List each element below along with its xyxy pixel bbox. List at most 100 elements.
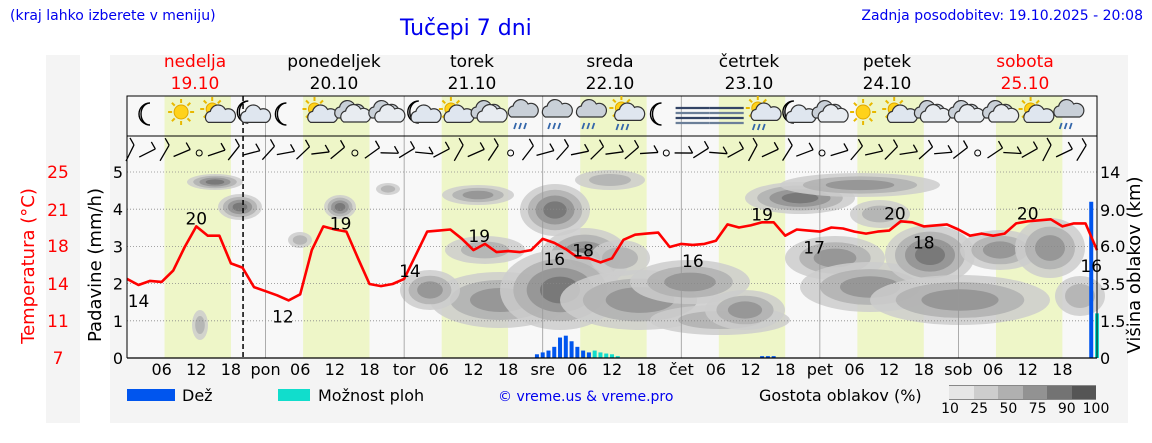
cloud-blob: [921, 289, 999, 311]
shower-bar: [604, 353, 609, 358]
wind-barb: [605, 144, 624, 155]
moon-shape: [138, 102, 151, 126]
barb-shaft: [987, 147, 1003, 159]
day-name: petek: [862, 52, 912, 72]
side-panel: [46, 55, 80, 423]
cloud-icon: [334, 99, 372, 123]
temperature-series: 14 20 12 19 14 19 16 18 16 19 17 20 18 20 16: [126, 204, 1102, 327]
shower-bar: [615, 356, 620, 358]
density-swatch: [1047, 385, 1072, 400]
x-tick-label: 12: [740, 360, 760, 379]
moon-shape: [274, 102, 287, 126]
barb-shaft: [521, 145, 534, 161]
moon-cloud-icon: [236, 100, 272, 124]
sun-cloud-icon: [302, 97, 339, 123]
calm-marker: [818, 149, 826, 157]
temperature-line: [126, 218, 1099, 302]
barb-shaft: [934, 151, 953, 155]
wind-barb: [207, 142, 226, 157]
calm-marker: [507, 149, 515, 157]
day-date: 21.10: [447, 74, 497, 94]
cloud-blob: [1065, 284, 1095, 308]
sun-ray: [626, 98, 631, 104]
day-date: 19.10: [170, 74, 220, 94]
shower-bar: [592, 350, 597, 358]
barb-flag: [1046, 137, 1052, 146]
barb-flag: [618, 144, 624, 153]
sun-ray: [186, 102, 191, 107]
precip-tick-label: 2: [113, 275, 123, 294]
credit-link[interactable]: © vreme.us & vreme.pro: [498, 389, 674, 405]
density-swatch: [1022, 385, 1047, 400]
rain-drop: [581, 122, 586, 130]
rain-bar: [558, 337, 563, 358]
temperature-label: 19: [751, 205, 773, 225]
day-name: sobota: [996, 52, 1054, 72]
precip-tick-label: 5: [113, 163, 123, 182]
barb-shaft: [311, 151, 330, 155]
rain-bar: [586, 352, 591, 358]
rain-bar: [540, 352, 545, 358]
barb-shaft: [692, 147, 709, 159]
x-tick-label: 06: [983, 360, 1003, 379]
cloud-blob: [813, 248, 857, 268]
rain-drop: [557, 122, 562, 130]
wind-barb: [796, 142, 814, 157]
barb-shaft: [159, 144, 170, 162]
rain-legend-label: Dež: [182, 386, 213, 405]
barb-shaft: [415, 151, 434, 155]
barb-shaft: [709, 151, 728, 155]
temp-tick-label: 11: [47, 312, 69, 332]
cloud-icon: [947, 99, 986, 123]
rain-bar: [581, 350, 586, 358]
wind-barb: [570, 143, 590, 156]
barb-flag: [304, 139, 311, 148]
wind-barb: [1021, 141, 1038, 159]
barb-shaft: [624, 146, 639, 160]
rain-bar: [534, 354, 539, 358]
barb-shaft: [782, 145, 793, 161]
cloud-height-tick-label: 0: [1100, 349, 1110, 368]
sun-ray: [217, 99, 222, 105]
region-hint[interactable]: (kraj lahko izberete v meniju): [10, 8, 216, 24]
barb-shaft: [747, 144, 758, 162]
day-date: 24.10: [862, 74, 912, 94]
wind-barb: [227, 138, 240, 161]
rain-icon: [507, 98, 539, 130]
x-tick-label: sre: [531, 360, 555, 379]
barb-flag: [150, 141, 156, 150]
precip-tick-label: 0: [113, 349, 123, 368]
wind-barb: [159, 137, 170, 162]
barb-shaft: [850, 145, 863, 161]
cloud-shape: [204, 104, 237, 123]
x-tick-label: čet: [669, 360, 694, 379]
wind-barb: [398, 140, 416, 159]
wind-barb: [195, 149, 203, 157]
day-date: 20.10: [309, 74, 359, 94]
cloud-shape: [750, 102, 782, 121]
rain-icon: [1053, 98, 1085, 130]
barb-shaft: [830, 149, 849, 157]
update-timestamp: Zadnja posodobitev: 19.10.2025 - 20:08: [861, 8, 1143, 24]
x-tick-label: 18: [498, 360, 518, 379]
x-tick-label: 18: [914, 360, 934, 379]
density-level-label: 10: [941, 401, 959, 417]
barb-shaft: [570, 150, 589, 156]
wind-barb: [662, 149, 670, 157]
cloud-icon: [811, 99, 849, 123]
barb-flag: [129, 137, 135, 146]
wind-barb: [782, 138, 793, 161]
barb-flag: [393, 145, 400, 154]
cloud-shape: [1053, 98, 1085, 118]
rain-bar: [575, 346, 580, 358]
barb-flag: [927, 139, 934, 148]
cloud-blob: [1035, 235, 1065, 261]
barb-shaft: [296, 146, 310, 160]
day-name: torek: [450, 52, 494, 72]
x-tick-label: 18: [636, 360, 656, 379]
temperature-label: 19: [330, 215, 352, 235]
wind-barb: [521, 138, 534, 161]
x-tick-label: 06: [706, 360, 726, 379]
temp-tick-label: 21: [47, 201, 69, 221]
wind-barb: [296, 139, 311, 160]
